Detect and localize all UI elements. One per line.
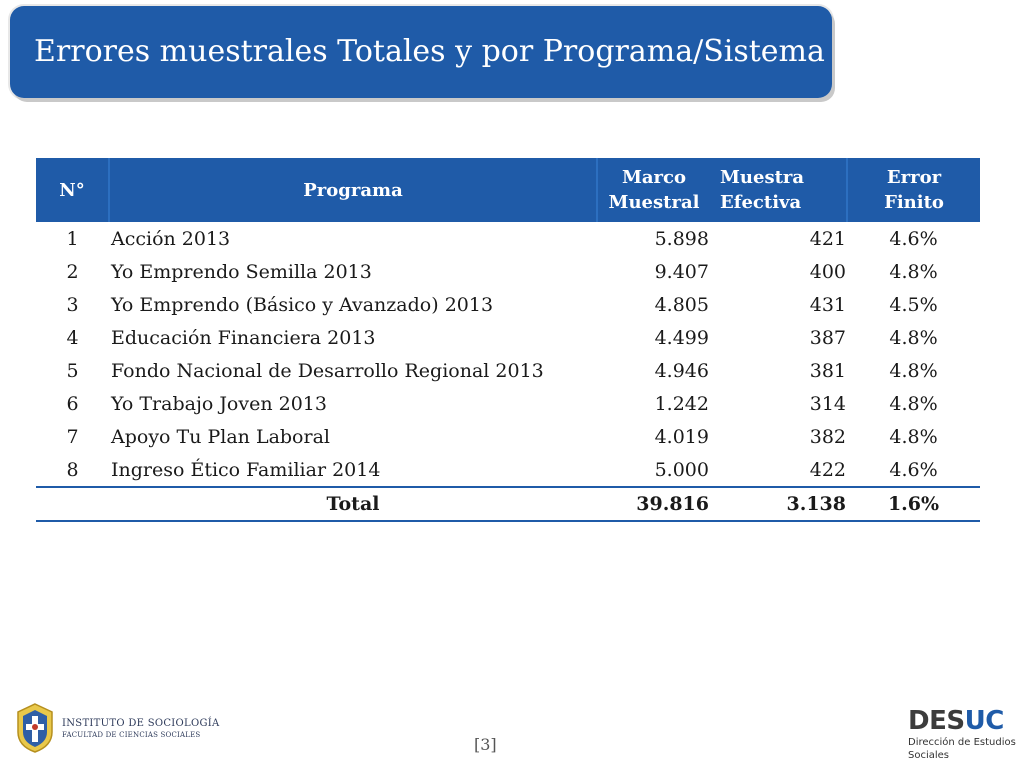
row-num: 3 — [66, 293, 79, 316]
university-seal-icon — [17, 703, 53, 753]
table-row: 7 Apoyo Tu Plan Laboral 4.019 382 4.8% — [36, 420, 980, 453]
row-marco: 5.000 — [654, 458, 709, 481]
total-marco: 39.816 — [597, 486, 710, 522]
row-muestra: 431 — [809, 293, 846, 316]
row-num: 1 — [66, 227, 79, 250]
row-error: 4.8% — [889, 392, 938, 415]
row-error: 4.8% — [889, 326, 938, 349]
header-marco-line1: Marco — [621, 167, 687, 188]
row-num: 7 — [66, 425, 79, 448]
header-programa: Programa — [108, 158, 597, 222]
table-row: 2 Yo Emprendo Semilla 2013 9.407 400 4.8… — [36, 255, 980, 288]
row-num: 2 — [66, 260, 79, 283]
desuc-wordmark-des: DES — [908, 706, 965, 736]
header-error-line2: Finito — [884, 192, 944, 213]
row-muestra: 314 — [809, 392, 846, 415]
row-error: 4.6% — [889, 227, 938, 250]
total-error: 1.6% — [847, 486, 980, 522]
slide-title: Errores muestrales Totales y por Program… — [34, 34, 825, 69]
row-marco: 9.407 — [654, 260, 709, 283]
table-row: 8 Ingreso Ético Familiar 2014 5.000 422 … — [36, 453, 980, 487]
desuc-subtitle-line1: Dirección de Estudios — [908, 737, 1016, 748]
row-marco: 4.019 — [654, 425, 709, 448]
total-muestra: 3.138 — [710, 486, 847, 522]
desuc-wordmark-uc: UC — [964, 706, 1005, 736]
table-header-row: N° Programa Marco Muestral Muestra Efect… — [36, 158, 980, 222]
title-banner: Errores muestrales Totales y por Program… — [10, 6, 832, 98]
row-marco: 4.499 — [654, 326, 709, 349]
row-programa: Educación Financiera 2013 — [111, 326, 376, 349]
header-error-line1: Error — [886, 167, 942, 188]
header-error-finito: Error Finito — [846, 158, 980, 222]
row-error: 4.8% — [889, 425, 938, 448]
row-programa: Apoyo Tu Plan Laboral — [111, 425, 330, 448]
row-muestra: 400 — [809, 260, 846, 283]
desuc-logo: DESUC Dirección de Estudios Sociales — [908, 706, 1016, 762]
row-num: 4 — [66, 326, 79, 349]
table-row: 6 Yo Trabajo Joven 2013 1.242 314 4.8% — [36, 387, 980, 420]
table-row: 5 Fondo Nacional de Desarrollo Regional … — [36, 354, 980, 387]
row-error: 4.8% — [889, 359, 938, 382]
row-programa: Yo Emprendo (Básico y Avanzado) 2013 — [111, 293, 494, 316]
row-num: 8 — [66, 458, 79, 481]
header-num: N° — [36, 158, 109, 222]
header-marco-line2: Muestral — [608, 192, 700, 213]
row-marco: 4.805 — [654, 293, 709, 316]
row-programa: Yo Trabajo Joven 2013 — [111, 392, 327, 415]
table-total-row: Total 39.816 3.138 1.6% — [36, 486, 980, 522]
total-empty-cell — [36, 486, 109, 522]
row-muestra: 381 — [809, 359, 846, 382]
desuc-subtitle-line2: Sociales — [908, 750, 950, 761]
row-muestra: 421 — [809, 227, 846, 250]
row-programa: Yo Emprendo Semilla 2013 — [111, 260, 372, 283]
row-num: 5 — [66, 359, 79, 382]
institute-logo: INSTITUTO DE SOCIOLOGÍA FACULTAD DE CIEN… — [14, 702, 220, 754]
row-muestra: 422 — [809, 458, 846, 481]
row-error: 4.6% — [889, 458, 938, 481]
header-marco-muestral: Marco Muestral — [596, 158, 710, 222]
row-muestra: 387 — [809, 326, 846, 349]
page-number: [3] — [474, 735, 497, 754]
row-marco: 4.946 — [654, 359, 709, 382]
errors-table: N° Programa Marco Muestral Muestra Efect… — [36, 158, 980, 522]
row-error: 4.5% — [889, 293, 938, 316]
table-row: 3 Yo Emprendo (Básico y Avanzado) 2013 4… — [36, 288, 980, 321]
table-row: 4 Educación Financiera 2013 4.499 387 4.… — [36, 321, 980, 354]
row-programa: Fondo Nacional de Desarrollo Regional 20… — [111, 359, 544, 382]
row-muestra: 382 — [809, 425, 846, 448]
total-label: Total — [109, 486, 597, 522]
header-muestra-efectiva: Muestra Efectiva — [710, 158, 847, 222]
row-programa: Ingreso Ético Familiar 2014 — [111, 458, 381, 481]
header-muestra-line2: Efectiva — [720, 192, 802, 213]
row-error: 4.8% — [889, 260, 938, 283]
table-row: 1 Acción 2013 5.898 421 4.6% — [36, 222, 980, 255]
row-marco: 5.898 — [654, 227, 709, 250]
institute-name: INSTITUTO DE SOCIOLOGÍA — [62, 717, 220, 729]
row-programa: Acción 2013 — [111, 227, 231, 250]
row-marco: 1.242 — [654, 392, 709, 415]
row-num: 6 — [66, 392, 79, 415]
header-muestra-line1: Muestra — [720, 167, 805, 188]
faculty-name: FACULTAD DE CIENCIAS SOCIALES — [62, 730, 201, 739]
desuc-wordmark: DESUC — [908, 706, 1016, 736]
